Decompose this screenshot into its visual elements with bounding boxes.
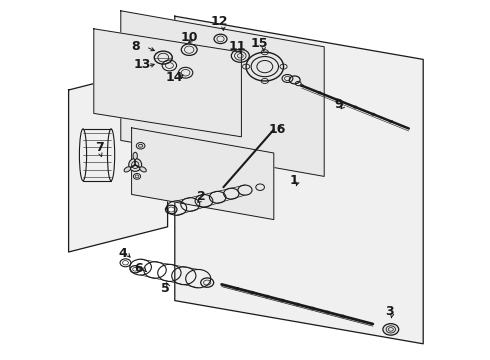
Text: 10: 10 xyxy=(180,31,198,44)
Text: 8: 8 xyxy=(131,40,140,53)
Ellipse shape xyxy=(246,52,284,81)
Text: 9: 9 xyxy=(334,98,343,111)
Text: 5: 5 xyxy=(161,282,170,294)
Text: 15: 15 xyxy=(251,37,268,50)
Text: 6: 6 xyxy=(134,262,143,275)
Ellipse shape xyxy=(129,158,142,171)
Ellipse shape xyxy=(383,324,399,335)
Text: 14: 14 xyxy=(166,71,184,84)
Text: 1: 1 xyxy=(289,174,298,186)
Text: 2: 2 xyxy=(197,190,206,203)
Text: 11: 11 xyxy=(229,40,246,53)
Polygon shape xyxy=(69,65,168,252)
Polygon shape xyxy=(121,11,324,176)
Polygon shape xyxy=(175,16,423,344)
Text: 16: 16 xyxy=(269,123,286,136)
Polygon shape xyxy=(94,29,242,137)
Ellipse shape xyxy=(140,167,147,172)
Text: 7: 7 xyxy=(95,141,103,154)
Text: 4: 4 xyxy=(118,247,127,260)
Ellipse shape xyxy=(133,152,137,159)
Text: 3: 3 xyxy=(385,305,393,318)
Text: 12: 12 xyxy=(211,15,228,28)
Polygon shape xyxy=(132,128,274,220)
Text: 13: 13 xyxy=(134,58,151,71)
Ellipse shape xyxy=(124,167,131,172)
